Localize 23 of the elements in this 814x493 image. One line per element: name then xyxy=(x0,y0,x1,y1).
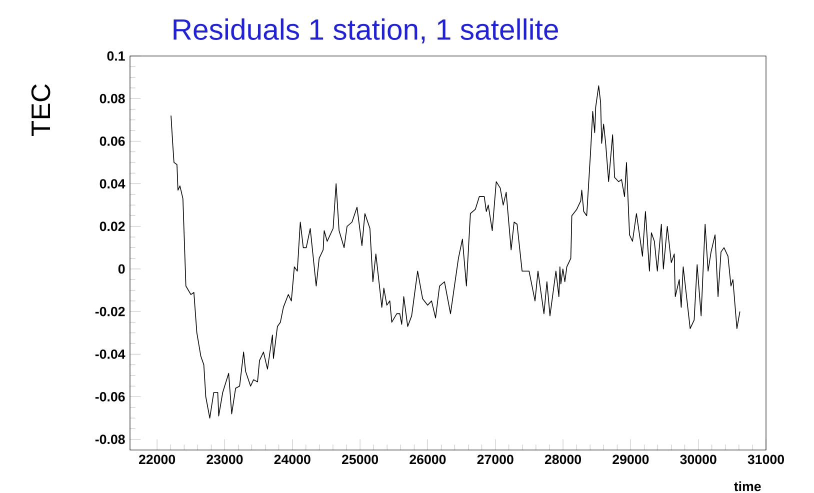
y-tick-label: 0.04 xyxy=(100,179,126,188)
x-axis-title: time xyxy=(734,481,761,492)
y-tick-label: 0.02 xyxy=(100,222,125,232)
x-tick-label: 25000 xyxy=(342,454,378,464)
x-tick-label: 27000 xyxy=(477,454,514,464)
x-tick-label: 29000 xyxy=(612,454,649,464)
x-tick-label: 28000 xyxy=(544,454,582,464)
y-axis-title: TEC xyxy=(31,84,50,136)
x-tick-label: 23000 xyxy=(206,454,243,464)
x-tick-label: 30000 xyxy=(680,454,716,464)
chart-title: Residuals 1 station, 1 satellite xyxy=(174,18,558,44)
x-tick-label: 31000 xyxy=(748,454,784,464)
y-tick-label: 0.1 xyxy=(107,51,125,61)
y-tick-label: -0.06 xyxy=(95,392,125,402)
x-tick-label: 22000 xyxy=(138,454,176,464)
y-tick-label: 0.06 xyxy=(100,136,125,146)
y-tick-label: 0.08 xyxy=(100,94,125,104)
y-tick-label: -0.02 xyxy=(95,306,125,316)
y-tick-label: -0.04 xyxy=(95,349,126,359)
x-tick-label: 24000 xyxy=(274,454,310,464)
y-tick-label: 0 xyxy=(118,264,125,274)
x-tick-label: 26000 xyxy=(410,454,446,464)
y-tick-label: -0.08 xyxy=(95,434,125,444)
